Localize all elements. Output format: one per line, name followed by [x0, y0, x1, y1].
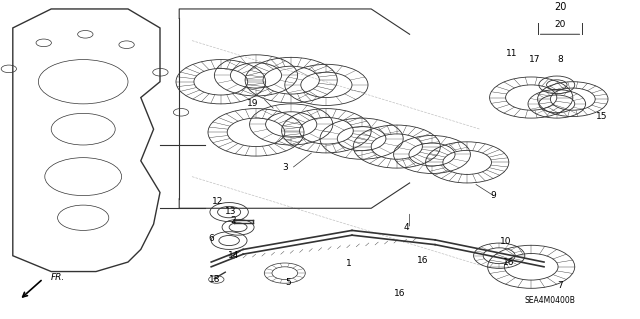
Text: 1: 1	[346, 259, 351, 268]
Text: 16: 16	[394, 289, 406, 298]
Text: 5: 5	[285, 278, 291, 287]
Text: 16: 16	[417, 256, 428, 265]
Text: 10: 10	[500, 237, 511, 246]
Text: 19: 19	[247, 100, 259, 108]
Text: 20: 20	[554, 20, 566, 29]
Text: 4: 4	[404, 223, 409, 232]
Text: 6: 6	[209, 234, 214, 243]
Text: 15: 15	[596, 112, 607, 121]
Text: 18: 18	[209, 275, 220, 284]
Text: 20: 20	[554, 2, 566, 12]
Text: 17: 17	[529, 55, 540, 64]
Text: 2: 2	[231, 216, 236, 226]
Text: 7: 7	[557, 281, 563, 290]
Text: SEA4M0400B: SEA4M0400B	[525, 295, 575, 305]
Text: 16: 16	[503, 257, 515, 267]
Text: 14: 14	[228, 251, 239, 260]
Text: 3: 3	[282, 163, 287, 172]
Text: 8: 8	[557, 55, 563, 64]
Text: 11: 11	[506, 49, 518, 58]
Text: FR.: FR.	[51, 273, 65, 282]
Text: 12: 12	[212, 197, 223, 206]
Text: 13: 13	[225, 207, 236, 216]
Text: 9: 9	[490, 191, 495, 200]
